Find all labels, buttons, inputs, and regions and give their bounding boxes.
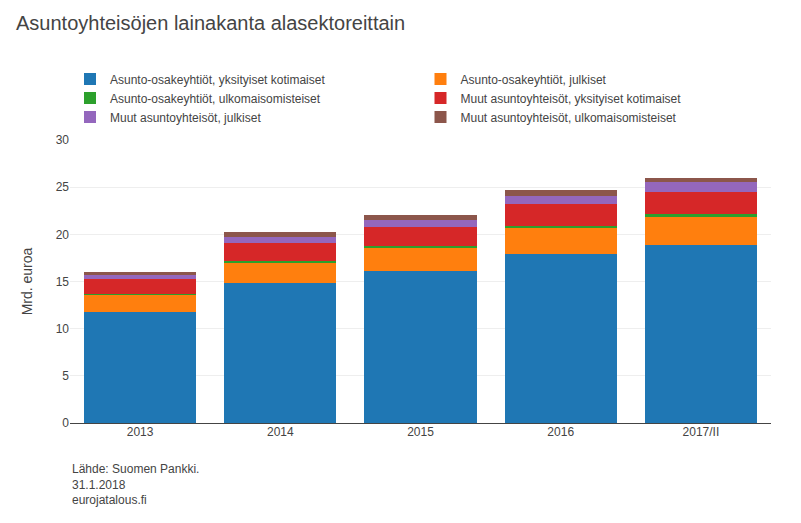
svg-text:Muut asuntoyhteisöt, julkiset: Muut asuntoyhteisöt, julkiset — [110, 111, 261, 125]
svg-text:2015: 2015 — [407, 425, 434, 439]
svg-text:2014: 2014 — [267, 425, 294, 439]
svg-text:Asunto-osakeyhtiöt, ulkomaisom: Asunto-osakeyhtiöt, ulkomaisomisteiset — [110, 92, 321, 106]
svg-text:5: 5 — [62, 369, 69, 383]
svg-text:25: 25 — [56, 180, 70, 194]
svg-text:2017/II: 2017/II — [683, 425, 720, 439]
svg-text:0: 0 — [62, 416, 69, 430]
svg-text:2016: 2016 — [547, 425, 574, 439]
svg-text:2013: 2013 — [127, 425, 154, 439]
svg-text:Asunto-osakeyhtiöt, yksityiset: Asunto-osakeyhtiöt, yksityiset kotimaise… — [110, 73, 325, 87]
svg-text:Asuntoyhteisöjen lainakanta al: Asuntoyhteisöjen lainakanta alasektoreit… — [16, 12, 405, 34]
svg-text:Asunto-osakeyhtiöt, julkiset: Asunto-osakeyhtiöt, julkiset — [461, 73, 607, 87]
svg-text:Mrd. euroa: Mrd. euroa — [19, 247, 35, 315]
svg-text:10: 10 — [56, 322, 70, 336]
svg-text:Muut asuntoyhteisöt, yksityise: Muut asuntoyhteisöt, yksityiset kotimais… — [461, 92, 682, 106]
svg-text:Muut asuntoyhteisöt, ulkomaiso: Muut asuntoyhteisöt, ulkomaisomisteiset — [461, 111, 677, 125]
svg-text:Lähde: Suomen Pankki.31.1.2018: Lähde: Suomen Pankki.31.1.2018eurojatalo… — [72, 462, 199, 507]
svg-text:20: 20 — [56, 228, 70, 242]
svg-text:30: 30 — [56, 133, 70, 147]
svg-text:15: 15 — [56, 275, 70, 289]
